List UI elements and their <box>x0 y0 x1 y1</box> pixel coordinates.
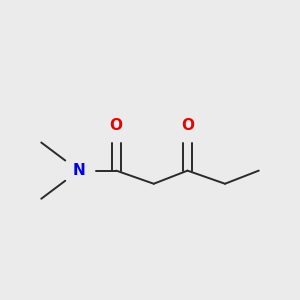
Text: O: O <box>110 118 123 133</box>
Text: N: N <box>72 163 85 178</box>
Text: O: O <box>181 118 194 133</box>
